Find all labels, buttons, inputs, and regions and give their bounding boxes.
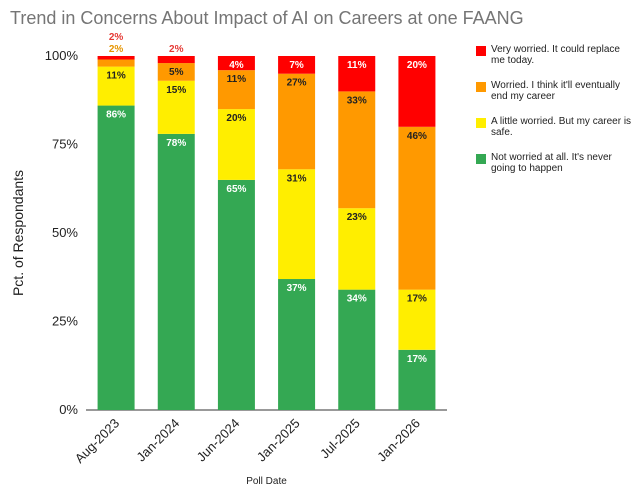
bar-segment [398,289,436,350]
x-tick-label: Aug-2023 [72,416,122,466]
legend-swatch [476,46,486,56]
data-label: 65% [226,184,246,195]
bar-segment [278,56,316,74]
data-label: 11% [227,74,247,85]
x-axis-title: Poll Date [246,476,287,487]
y-tick-label: 0% [59,402,78,417]
bar-segment [278,73,316,170]
bar-segment [97,66,135,106]
x-tick-label: Jan-2026 [374,416,423,465]
data-label: 7% [289,60,304,71]
data-label: 2% [169,44,184,55]
bar-segment [217,70,255,110]
data-label: 34% [347,294,367,305]
legend-swatch [476,154,486,164]
data-label: 78% [166,138,186,149]
data-label: 46% [407,131,427,142]
labels-layer: 86%11%2%2%78%15%5%2%65%20%11%4%37%31%27%… [106,32,427,365]
data-label: 17% [407,354,427,365]
bar-segment [217,179,255,410]
legend-label: Not worried at all. It's never going to … [491,152,612,174]
bar-segment [157,63,195,81]
legend-label: A little worried. But my career is safe. [491,116,632,138]
bars-layer [97,56,436,410]
data-label: 86% [106,110,126,121]
bar-segment [217,109,255,180]
bar-segment [157,56,195,64]
x-tick-label: Jan-2024 [133,416,182,465]
y-tick-label: 25% [52,314,78,329]
legend-label: Worried. I think it'll eventually end my… [491,80,620,102]
data-label: 2% [109,44,124,55]
bar-segment [157,80,195,134]
bar-segment [157,133,195,410]
bar-segment [398,349,436,410]
legend-item: Very worried. It could replace me today. [476,44,636,66]
chart-title: Trend in Concerns About Impact of AI on … [10,8,524,28]
data-label: 20% [226,113,246,124]
x-tick-label: Jun-2024 [194,416,243,465]
bar-segment [338,56,376,92]
x-tick-label: Jan-2025 [254,416,303,465]
data-label: 4% [229,60,244,71]
bar-segment [338,208,376,290]
data-label: 33% [347,95,367,106]
y-axis-title: Pct. of Respondants [10,170,26,296]
bar-segment [97,56,135,60]
bar-segment [278,169,316,280]
data-label: 2% [109,32,124,43]
data-label: 5% [169,67,184,78]
y-tick-label: 100% [45,48,79,63]
legend: Very worried. It could replace me today.… [476,44,636,188]
bar-segment [217,56,255,71]
legend-swatch [476,118,486,128]
data-label: 17% [407,294,427,305]
bar-segment [338,289,376,410]
data-label: 15% [166,85,186,96]
legend-item: Worried. I think it'll eventually end my… [476,80,636,102]
data-label: 20% [407,60,427,71]
legend-item: A little worried. But my career is safe. [476,116,636,138]
bar-segment [97,59,135,67]
bar-segment [338,91,376,209]
data-label: 31% [287,173,307,184]
data-label: 11% [347,60,367,71]
legend-item: Not worried at all. It's never going to … [476,152,636,174]
data-label: 23% [347,212,367,223]
y-tick-label: 75% [52,137,78,152]
legend-label: Very worried. It could replace me today. [491,44,620,66]
data-label: 11% [106,71,126,82]
bar-segment [398,126,436,290]
data-label: 27% [287,78,307,89]
bar-segment [278,279,316,410]
data-label: 37% [287,283,307,294]
bar-segment [97,105,135,410]
y-tick-label: 50% [52,225,78,240]
bar-segment [398,56,436,127]
legend-swatch [476,82,486,92]
x-tick-label: Jul-2025 [317,416,363,462]
